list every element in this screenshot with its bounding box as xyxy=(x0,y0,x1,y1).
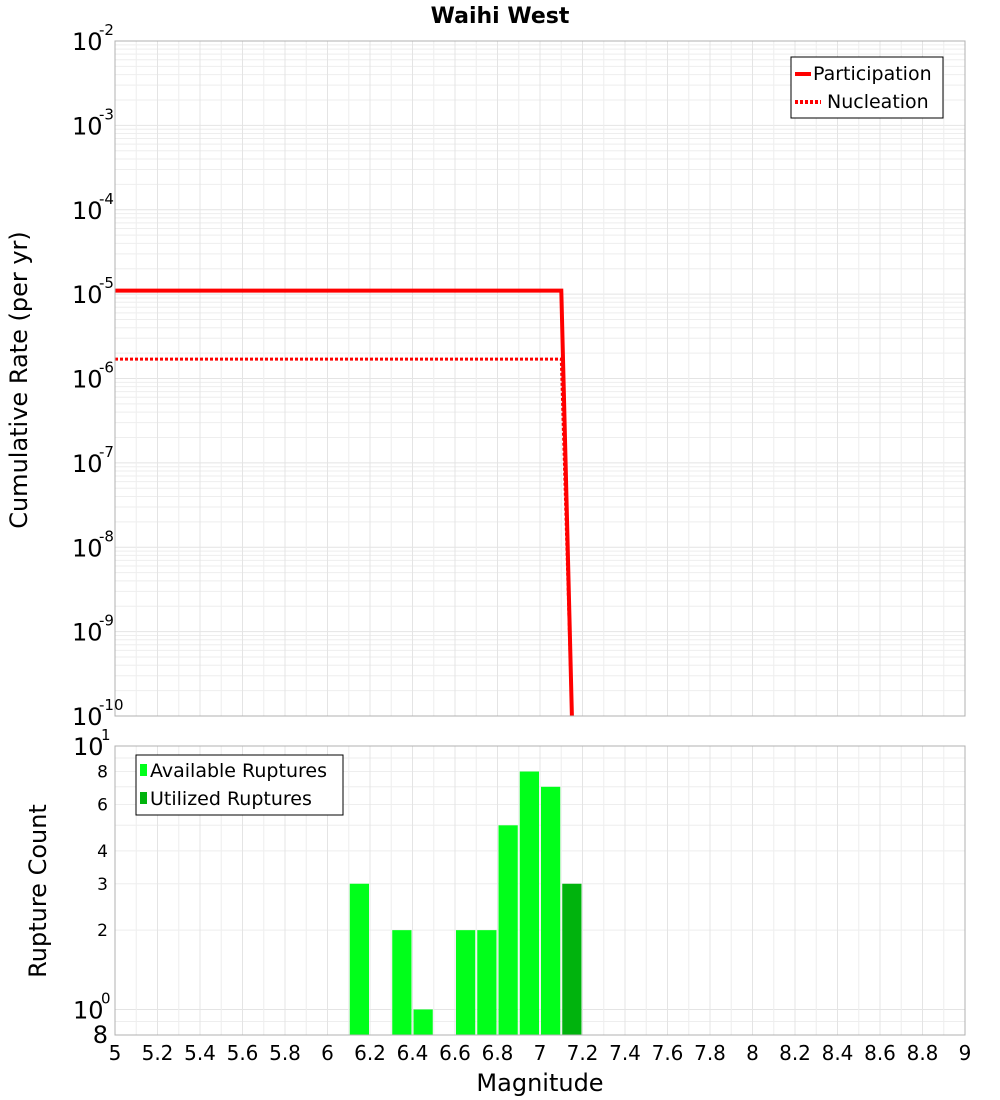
bottom-y-tick-exponent: 0 xyxy=(101,989,111,1007)
x-tick-label: 5.6 xyxy=(227,1041,259,1065)
top-y-tick-label: 10 xyxy=(72,28,103,56)
bottom-legend-box xyxy=(135,754,344,816)
top-y-tick-label: 10 xyxy=(72,450,103,478)
x-tick-label: 6 xyxy=(321,1041,334,1065)
utilized-bar xyxy=(562,883,582,1035)
x-tick-label: 5 xyxy=(109,1041,122,1065)
bottom-legend: Available Ruptures Utilized Ruptures xyxy=(135,754,344,816)
utilized-legend-label: Utilized Ruptures xyxy=(150,788,312,810)
x-tick-label: 8.6 xyxy=(864,1041,896,1065)
top-y-ticks: 10-210-310-410-510-610-710-810-910-10 xyxy=(72,21,124,731)
top-legend: Participation Nucleation xyxy=(790,56,944,119)
x-tick-label: 7.6 xyxy=(652,1041,684,1065)
x-tick-label: 5.2 xyxy=(142,1041,174,1065)
x-ticks: 5 5.2 5.4 5.6 5.8 6 6.2 6.4 6.6 6.8 7 7.2 7.4 7.6 7.8 8… xyxy=(109,1041,972,1065)
x-tick-label: 7 xyxy=(534,1041,547,1065)
bottom-y-tick-label: 10 xyxy=(73,733,104,761)
x-tick-label: 7.4 xyxy=(609,1041,641,1065)
top-y-tick-label: 10 xyxy=(72,703,103,731)
x-tick-label: 6.2 xyxy=(354,1041,386,1065)
x-tick-label: 6.4 xyxy=(397,1041,429,1065)
utilized-legend-swatch xyxy=(140,792,147,804)
top-plot-grid xyxy=(114,41,966,717)
bottom-y-tick-label: 6 xyxy=(97,795,108,815)
bottom-y-tick-label: 3 xyxy=(97,875,108,895)
nucleation-legend-label: Nucleation xyxy=(827,91,929,113)
x-tick-label: 8.2 xyxy=(779,1041,811,1065)
available-bar xyxy=(413,1009,433,1035)
x-tick-label: 8 xyxy=(746,1041,759,1065)
top-y-axis-label: Cumulative Rate (per yr) xyxy=(5,231,33,529)
top-y-tick-label: 10 xyxy=(72,366,103,394)
top-y-tick-label: 10 xyxy=(72,197,103,225)
bottom-y-axis-label: Rupture Count xyxy=(24,804,52,978)
top-y-tick-exponent: -8 xyxy=(99,527,114,545)
top-y-tick-exponent: -6 xyxy=(99,359,114,377)
top-y-tick-exponent: -5 xyxy=(99,274,114,292)
top-y-tick-exponent: -10 xyxy=(99,696,124,714)
available-bar xyxy=(519,771,539,1035)
available-bar xyxy=(456,930,476,1035)
x-tick-label: 7.8 xyxy=(694,1041,726,1065)
x-tick-label: 7.2 xyxy=(567,1041,599,1065)
x-tick-label: 5.4 xyxy=(184,1041,216,1065)
bottom-y-tick-label: 8 xyxy=(97,763,108,783)
bottom-y-tick-label: 10 xyxy=(73,996,104,1024)
bottom-plot-bars xyxy=(349,771,582,1035)
x-tick-label: 8.4 xyxy=(822,1041,854,1065)
chart-title: Waihi West xyxy=(431,4,570,29)
x-tick-label: 9 xyxy=(959,1041,972,1065)
bottom-y-tick-label: 8 xyxy=(93,1021,108,1049)
top-y-tick-label: 10 xyxy=(72,281,103,309)
top-y-tick-exponent: -3 xyxy=(99,105,114,123)
top-legend-box xyxy=(790,56,944,119)
nucleation-line xyxy=(115,357,574,717)
top-y-tick-label: 10 xyxy=(72,534,103,562)
x-tick-label: 5.8 xyxy=(269,1041,301,1065)
x-axis-label: Magnitude xyxy=(476,1069,603,1097)
bottom-y-tick-label: 4 xyxy=(97,842,108,862)
bottom-plot-frame xyxy=(114,745,966,1036)
top-plot-frame xyxy=(114,40,966,717)
participation-line xyxy=(115,288,574,717)
x-tick-label: 6.8 xyxy=(482,1041,514,1065)
top-y-tick-exponent: -4 xyxy=(99,190,114,208)
available-bar xyxy=(498,825,518,1035)
available-bar xyxy=(392,930,412,1035)
participation-legend-label: Participation xyxy=(813,63,932,85)
top-y-tick-exponent: -2 xyxy=(99,21,114,39)
x-tick-label: 6.6 xyxy=(439,1041,471,1065)
bottom-y-tick-exponent: 1 xyxy=(101,726,111,744)
top-y-tick-label: 10 xyxy=(72,619,103,647)
available-bar xyxy=(541,786,561,1035)
bottom-y-tick-label: 2 xyxy=(97,921,108,941)
x-tick-label: 8.8 xyxy=(907,1041,939,1065)
top-y-tick-exponent: -7 xyxy=(99,443,114,461)
available-bar xyxy=(477,930,497,1035)
top-y-tick-label: 10 xyxy=(72,112,103,140)
available-legend-label: Available Ruptures xyxy=(150,760,327,782)
top-y-tick-exponent: -9 xyxy=(99,612,114,630)
top-plot-series xyxy=(115,288,574,717)
available-legend-swatch xyxy=(140,764,147,776)
available-bar xyxy=(349,883,369,1035)
